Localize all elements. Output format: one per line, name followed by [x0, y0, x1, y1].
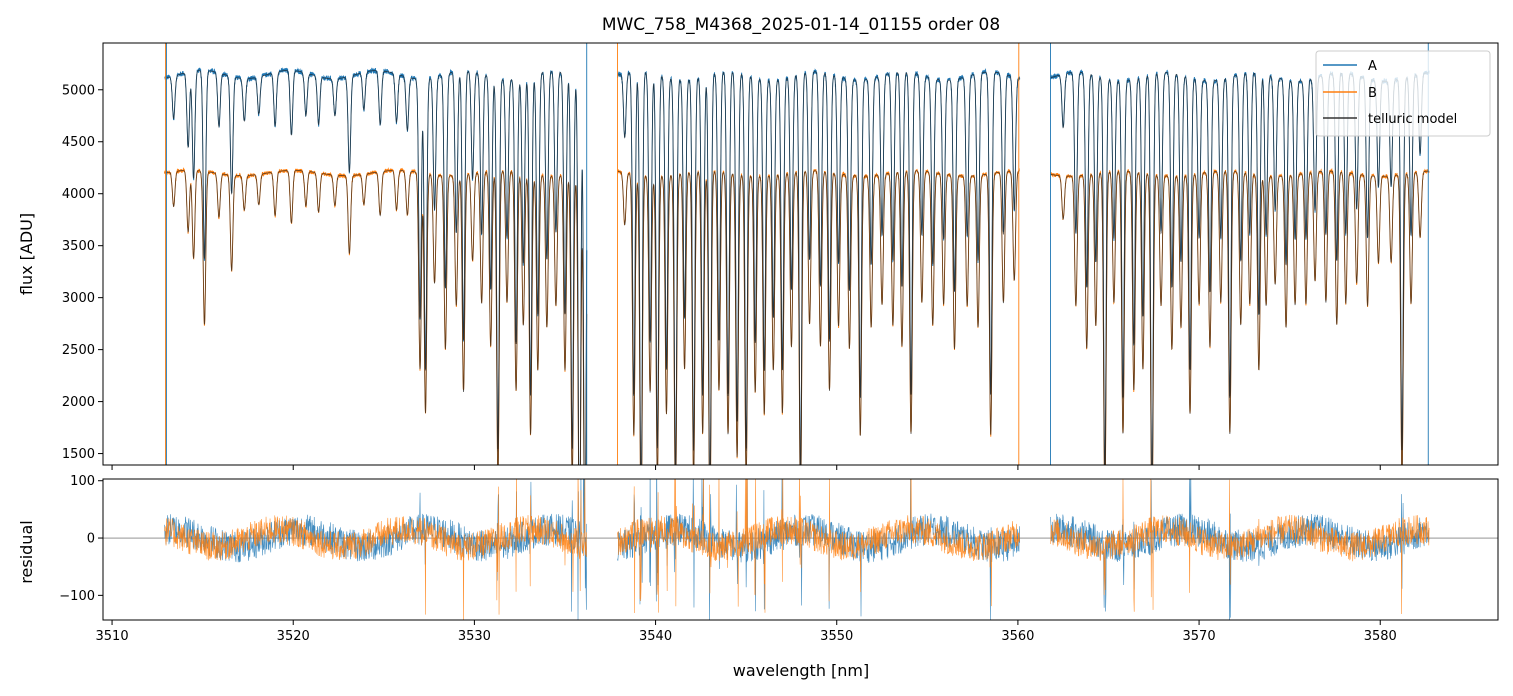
residual-y-axis-label: residual — [17, 520, 36, 583]
flux-ytick-label: 4500 — [62, 135, 95, 150]
residual-xtick-label: 3510 — [96, 629, 129, 644]
flux-y-ticks: 1500 2000 2500 3000 3500 4000 4500 5000 — [62, 83, 103, 462]
residual-y-ticks: −100 0 100 — [59, 474, 103, 604]
flux-series-telluric-model-b — [1050, 170, 1430, 465]
residual-ytick-label: 0 — [87, 532, 95, 547]
flux-series-telluric-model-a — [617, 71, 1020, 465]
residual-xtick-label: 3520 — [277, 629, 310, 644]
residual-panel: −100 0 100 3510 3520 3530 3540 3550 3560 3570 358… — [17, 474, 1499, 680]
flux-ytick-label: 2500 — [62, 343, 95, 358]
legend: A B telluric model — [1315, 50, 1491, 137]
flux-plot-area — [164, 43, 1430, 465]
residual-xtick-label: 3560 — [1001, 629, 1034, 644]
flux-ytick-label: 3500 — [62, 239, 95, 254]
residual-xtick-label: 3540 — [639, 629, 672, 644]
residual-plot-area — [103, 479, 1498, 620]
flux-ytick-label: 5000 — [62, 83, 95, 98]
flux-ytick-label: 4000 — [62, 187, 95, 202]
chart-title: MWC_758_M4368_2025-01-14_01155 order 08 — [602, 15, 1000, 35]
flux-series-telluric-model-b — [617, 170, 1020, 465]
residual-ytick-label: −100 — [59, 589, 95, 604]
legend-label-a: A — [1368, 59, 1377, 74]
flux-ytick-label: 3000 — [62, 291, 95, 306]
flux-series-telluric-model-a — [1050, 71, 1430, 465]
legend-label-b: B — [1368, 86, 1377, 101]
flux-y-axis-label: flux [ADU] — [17, 213, 36, 295]
residual-series-b — [164, 479, 588, 620]
flux-series-telluric-model-b — [164, 170, 588, 465]
residual-x-ticks: 3510 3520 3530 3540 3550 3560 3570 3580 — [96, 620, 1397, 644]
residual-xtick-label: 3530 — [458, 629, 491, 644]
residual-series-b — [617, 479, 1021, 614]
residual-xtick-label: 3550 — [820, 629, 853, 644]
residual-series-b — [1050, 479, 1430, 615]
x-axis-label: wavelength [nm] — [733, 661, 870, 680]
flux-series-b — [164, 167, 588, 465]
flux-panel: 1500 2000 2500 3000 3500 4000 4500 5000 flux [A… — [17, 42, 1499, 470]
legend-frame — [1315, 50, 1491, 137]
flux-axes-frame — [102, 42, 1499, 466]
residual-xtick-label: 3570 — [1183, 629, 1216, 644]
residual-series-a — [617, 479, 1021, 620]
flux-x-ticks — [111, 465, 1381, 470]
flux-series-telluric-model-a — [164, 69, 588, 465]
residual-axes-frame — [102, 478, 1499, 621]
flux-ytick-label: 2000 — [62, 395, 95, 410]
flux-ytick-label: 1500 — [62, 447, 95, 462]
legend-label-telluric: telluric model — [1368, 112, 1457, 127]
residual-ytick-label: 100 — [70, 474, 95, 489]
residual-xtick-label: 3580 — [1364, 629, 1397, 644]
